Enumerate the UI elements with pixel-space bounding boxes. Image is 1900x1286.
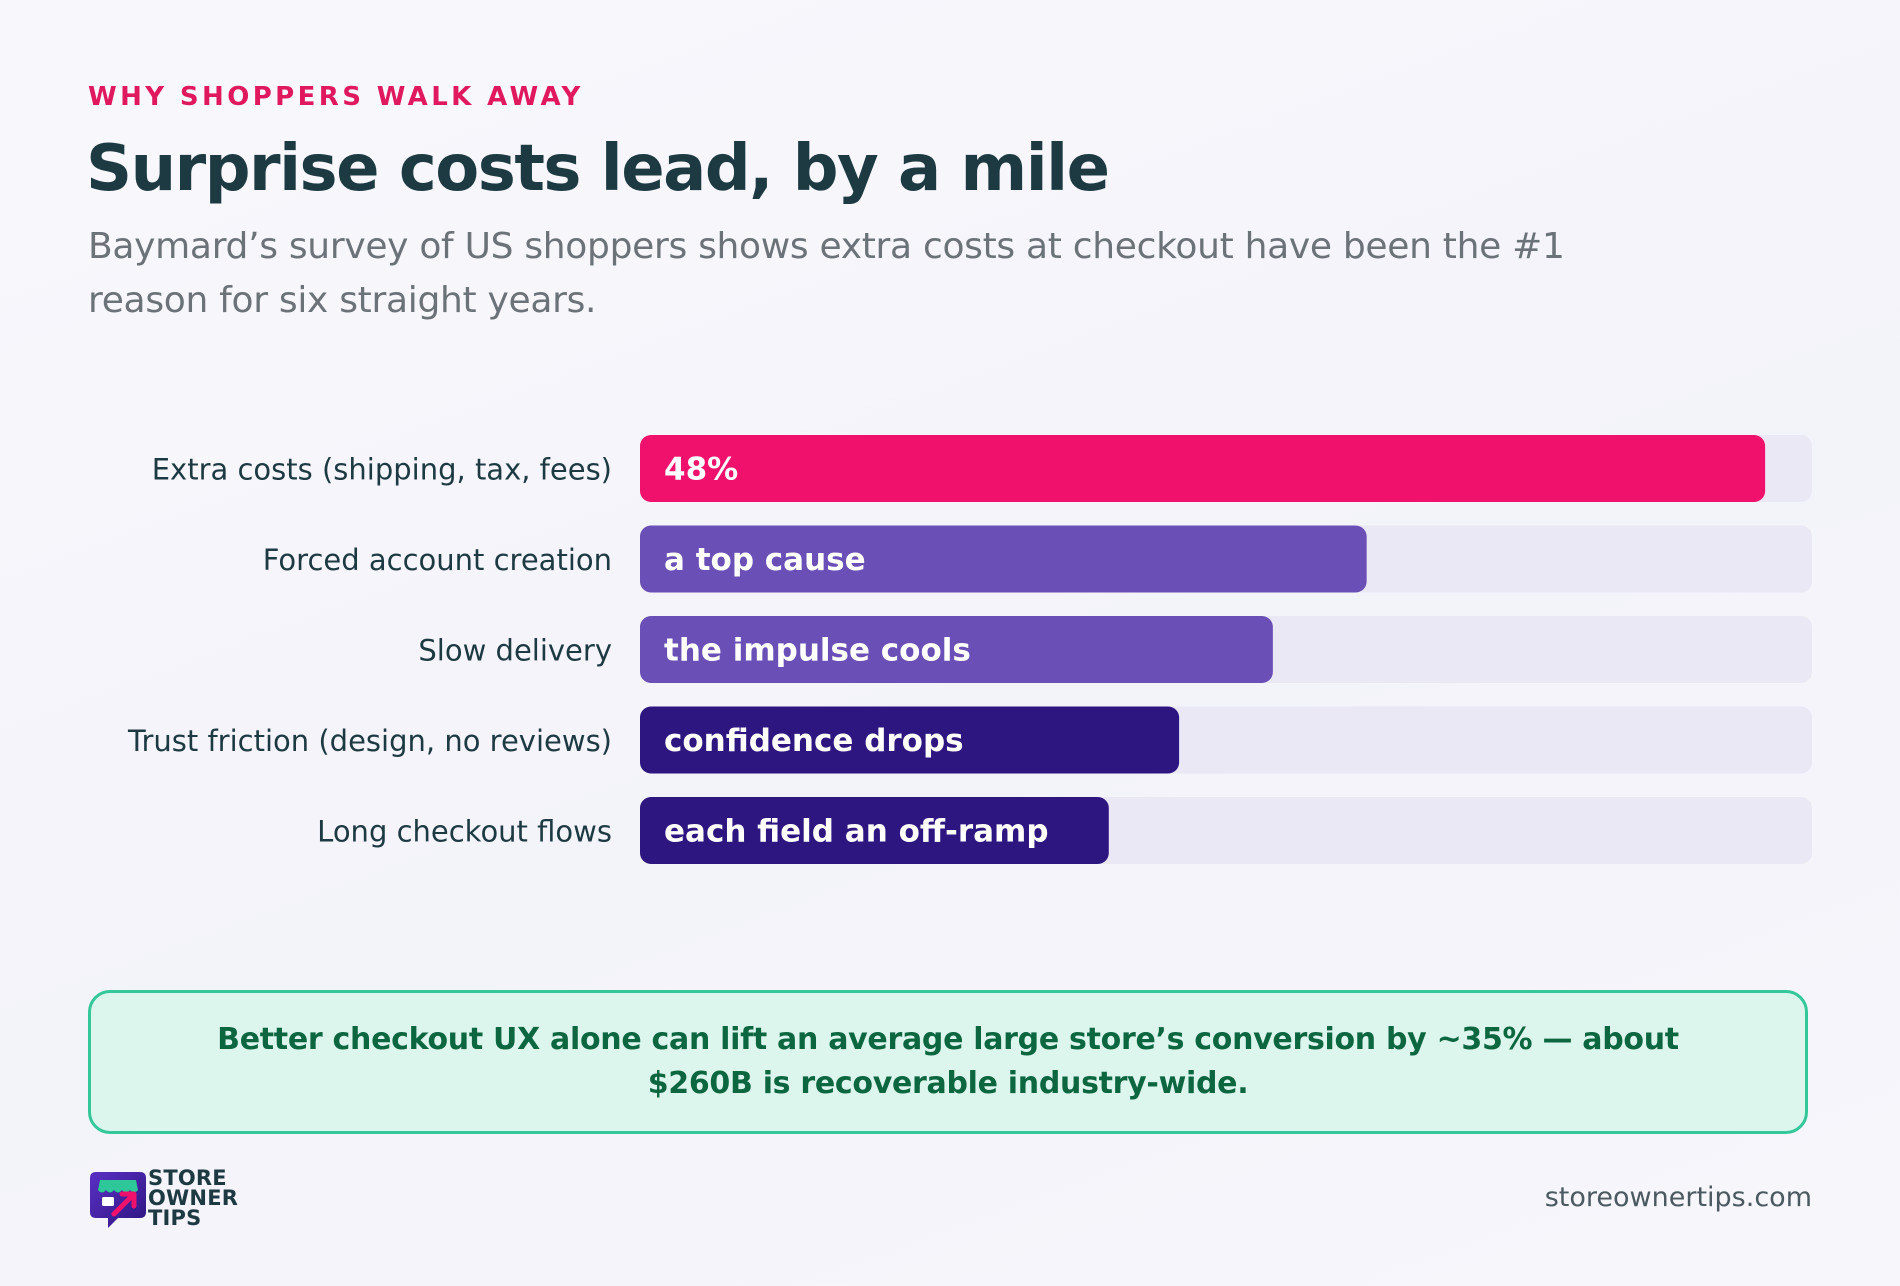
store-owner-tips-logo-icon <box>90 1172 146 1228</box>
eyebrow-label: WHY SHOPPERS WALK AWAY <box>88 82 584 112</box>
category-label: Slow delivery <box>418 634 612 668</box>
chart-title: Surprise costs lead, by a mile <box>86 132 1110 206</box>
bar <box>640 435 1766 502</box>
bar <box>640 706 1180 774</box>
bar <box>640 797 1109 864</box>
logo-line: STORE <box>148 1166 227 1190</box>
data-label: each field an off-ramp <box>664 814 1049 850</box>
logo-line: TIPS <box>148 1206 202 1230</box>
logo-line: OWNER <box>148 1186 239 1210</box>
callout-text: Better checkout UX alone can lift an ave… <box>217 1022 1679 1101</box>
callout-box: Better checkout UX alone can lift an ave… <box>88 990 1808 1134</box>
bar <box>640 616 1273 683</box>
bar <box>640 525 1367 593</box>
site-url: storeownertips.com <box>1544 1182 1812 1213</box>
category-label: Extra costs (shipping, tax, fees) <box>152 453 612 487</box>
bar-chart: Extra costs (shipping, tax, fees) 48% Forc… <box>127 435 1812 864</box>
logo-wordmark: STORE OWNER TIPS <box>148 1166 239 1230</box>
category-label: Trust friction (design, no reviews) <box>127 724 612 758</box>
data-label: 48% <box>664 452 738 488</box>
data-label: the impulse cools <box>664 633 971 669</box>
category-label: Forced account creation <box>263 543 612 577</box>
data-label: confidence drops <box>664 723 964 759</box>
data-label: a top cause <box>664 542 866 578</box>
category-label: Long checkout flows <box>317 815 612 849</box>
chart-subtitle: Baymard’s survey of US shoppers shows ex… <box>88 226 1565 321</box>
